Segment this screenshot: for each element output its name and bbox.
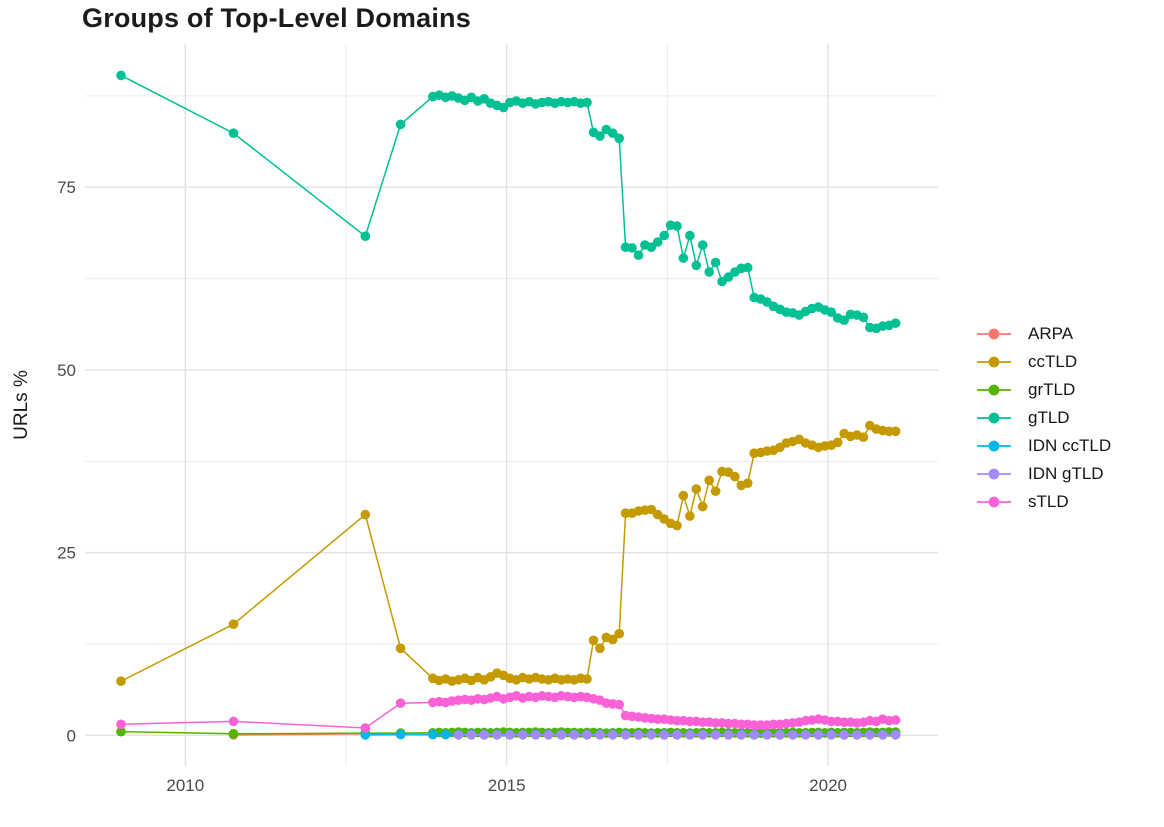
legend-item-label: IDN gTLD <box>1028 464 1104 483</box>
svg-text:2010: 2010 <box>166 776 204 795</box>
legend-item-label: grTLD <box>1028 380 1076 399</box>
series-gtld <box>116 70 901 334</box>
y-axis-tick-labels: 0 25 50 75 <box>57 178 76 745</box>
legend-item-label: ARPA <box>1028 324 1074 343</box>
svg-text:2020: 2020 <box>809 776 847 795</box>
legend-key-icon <box>977 496 1011 508</box>
legend-item-arpa: ARPA <box>976 320 1111 348</box>
legend-key-icon <box>977 468 1011 480</box>
legend-key-icon <box>977 412 1011 424</box>
legend-item-gtld: gTLD <box>976 404 1111 432</box>
legend-key-icon <box>977 440 1011 452</box>
x-axis-tick-labels: 2010 2015 2020 <box>166 776 847 795</box>
svg-text:50: 50 <box>57 361 76 380</box>
legend-item-idn-cctld: IDN ccTLD <box>976 432 1111 460</box>
legend-item-grtld: grTLD <box>976 376 1111 404</box>
grid-major <box>85 44 938 766</box>
svg-text:0: 0 <box>67 726 76 745</box>
legend: ARPA ccTLD grTLD gTLD IDN ccTLD IDN gTLD sTLD <box>976 320 1111 516</box>
svg-text:2015: 2015 <box>488 776 526 795</box>
legend-item-label: gTLD <box>1028 408 1070 427</box>
grid-minor <box>85 44 938 766</box>
legend-item-stld: sTLD <box>976 488 1111 516</box>
legend-key-icon <box>977 328 1011 340</box>
svg-text:25: 25 <box>57 544 76 563</box>
legend-item-idn-gtld: IDN gTLD <box>976 460 1111 488</box>
legend-key-icon <box>977 356 1011 368</box>
legend-item-label: IDN ccTLD <box>1028 436 1112 455</box>
chart-title: Groups of Top-Level Domains <box>82 3 471 33</box>
series-idn-gtld <box>453 730 901 740</box>
series-cctld <box>116 420 901 686</box>
legend-item-cctld: ccTLD <box>976 348 1111 376</box>
y-axis-title: URLs % <box>11 370 32 440</box>
svg-text:75: 75 <box>57 178 76 197</box>
legend-key-icon <box>977 384 1011 396</box>
legend-item-label: ccTLD <box>1028 352 1078 371</box>
series-stld <box>116 691 901 733</box>
legend-item-label: sTLD <box>1028 492 1069 511</box>
